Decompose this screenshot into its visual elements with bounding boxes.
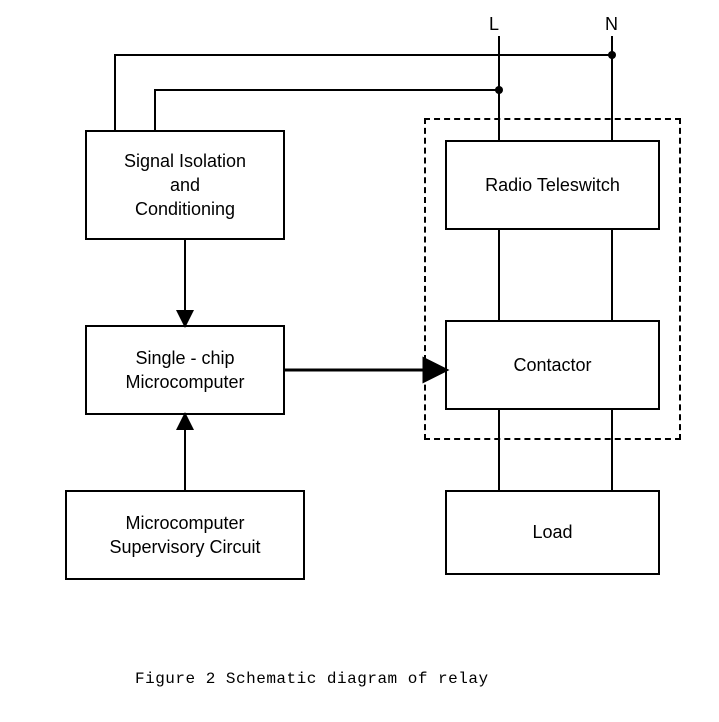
box-radio-teleswitch: Radio Teleswitch [445, 140, 660, 230]
box-supervisory: Microcomputer Supervisory Circuit [65, 490, 305, 580]
box-contactor: Contactor [445, 320, 660, 410]
box-label: Contactor [513, 353, 591, 377]
box-signal-isolation: Signal Isolation and Conditioning [85, 130, 285, 240]
box-load: Load [445, 490, 660, 575]
box-label: Microcomputer [125, 511, 244, 535]
box-label: Microcomputer [125, 370, 244, 394]
terminal-L-label: L [489, 14, 499, 35]
box-label: Supervisory Circuit [109, 535, 260, 559]
terminal-N-label: N [605, 14, 618, 35]
box-label: Radio Teleswitch [485, 173, 620, 197]
figure-caption: Figure 2 Schematic diagram of relay [135, 670, 489, 688]
box-label: Load [532, 520, 572, 544]
relay-schematic: L N Signal Isolation and Conditioning Si… [0, 0, 719, 722]
box-label: Signal Isolation [124, 149, 246, 173]
box-microcomputer: Single - chip Microcomputer [85, 325, 285, 415]
box-label: and [170, 173, 200, 197]
box-label: Single - chip [135, 346, 234, 370]
box-label: Conditioning [135, 197, 235, 221]
